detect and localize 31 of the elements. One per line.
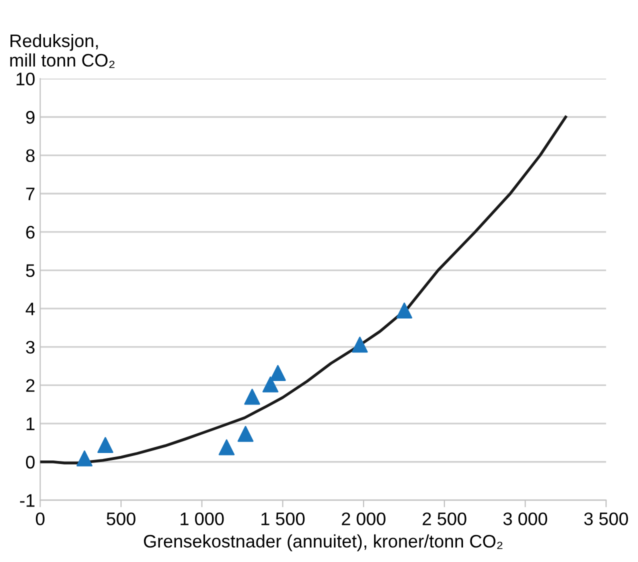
y-axis-title: Reduksjon, mill tonn CO₂ bbox=[10, 34, 115, 68]
x-axis-title: Grensekostnader (annuitet), kroner/tonn CO₂ bbox=[144, 534, 502, 552]
x-tick-label: 2 500 bbox=[422, 512, 466, 526]
point bbox=[244, 388, 260, 405]
point bbox=[97, 437, 114, 453]
y-tick-label: 9 bbox=[26, 110, 34, 124]
y-tick-label: 1 bbox=[26, 418, 34, 430]
y-tick-label: 4 bbox=[26, 302, 35, 316]
y-tick-label: 3 bbox=[26, 340, 35, 354]
x-tick-label: 0 bbox=[36, 512, 45, 526]
point bbox=[76, 450, 92, 466]
point bbox=[238, 426, 254, 442]
point bbox=[270, 364, 286, 381]
y-tick-label: 6 bbox=[26, 226, 35, 239]
y-tick-label: 0 bbox=[26, 456, 35, 469]
x-tick-label: 2 000 bbox=[342, 512, 386, 526]
x-tick-label: 3 500 bbox=[584, 512, 628, 526]
y-tick-label: 7 bbox=[26, 188, 34, 200]
point bbox=[218, 439, 235, 456]
y-tick-label: 10 bbox=[16, 72, 35, 86]
x-tick-label: 500 bbox=[106, 512, 136, 526]
x-tick-label: 3 000 bbox=[503, 512, 548, 526]
y-tick-label: 8 bbox=[26, 149, 35, 162]
x-tick-label: 1 000 bbox=[180, 512, 224, 526]
x-tick-label: 1 500 bbox=[262, 512, 305, 526]
y-tick-label: -1 bbox=[20, 494, 34, 507]
y-tick-label: 2 bbox=[26, 379, 34, 392]
point bbox=[262, 376, 278, 392]
y-tick-label: 5 bbox=[26, 264, 35, 277]
point bbox=[396, 302, 412, 318]
point bbox=[352, 336, 368, 353]
